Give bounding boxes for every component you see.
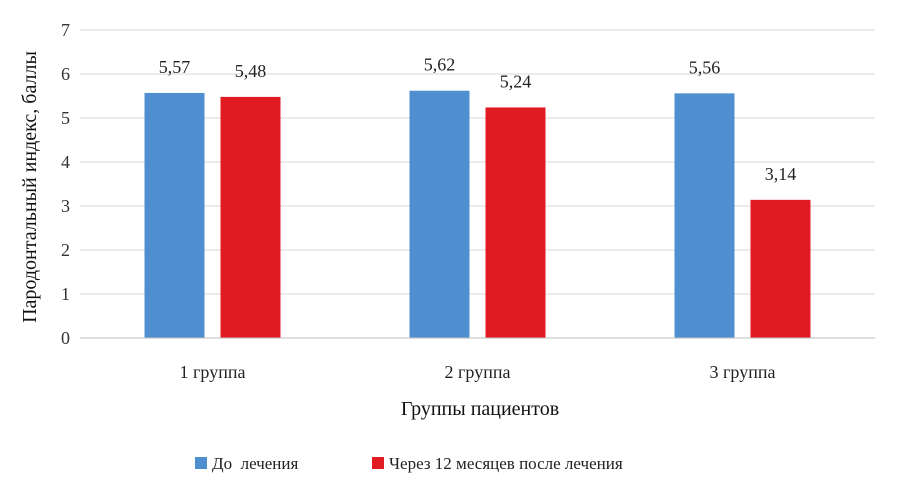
- grid-lines: [80, 29, 875, 295]
- y-tick-label: 5: [61, 108, 70, 128]
- x-tick-label: 2 группа: [445, 362, 511, 382]
- data-label: 5,56: [689, 57, 721, 77]
- y-tick-label: 3: [61, 196, 70, 216]
- legend-label: До лечения: [212, 454, 298, 473]
- bar: [144, 92, 205, 338]
- y-tick-label: 1: [61, 284, 70, 304]
- legend-swatch: [195, 457, 207, 469]
- bar: [485, 107, 546, 338]
- x-tick-label: 1 группа: [180, 362, 246, 382]
- bar: [750, 199, 811, 338]
- legend: До лечения Через 12 месяцев после лечения: [195, 454, 623, 473]
- legend-swatch: [372, 457, 384, 469]
- y-tick-label: 2: [61, 240, 70, 260]
- y-tick-label: 0: [61, 328, 70, 348]
- bar: [409, 90, 470, 338]
- legend-label: Через 12 месяцев после лечения: [389, 454, 623, 473]
- data-label: 5,24: [500, 71, 532, 91]
- bar: [220, 96, 281, 338]
- bars: 5,57 5,48 5,62 5,24 5,56 3,14: [144, 55, 811, 338]
- x-tick-label: 3 группа: [710, 362, 776, 382]
- y-tick-label: 7: [61, 20, 70, 40]
- data-label: 5,48: [235, 61, 267, 81]
- bar: [674, 93, 735, 338]
- data-label: 3,14: [765, 164, 797, 184]
- x-axis-title: Группы пациентов: [401, 398, 559, 420]
- y-axis-title: Пародонтальный индекс, баллы: [19, 51, 41, 323]
- y-tick-label: 6: [61, 64, 70, 84]
- data-label: 5,57: [159, 57, 191, 77]
- axes: 0 1 2 3 4 5 6 7 1 группа 2 группа 3 группа: [61, 20, 875, 382]
- y-tick-label: 4: [61, 152, 70, 172]
- data-label: 5,62: [424, 55, 456, 75]
